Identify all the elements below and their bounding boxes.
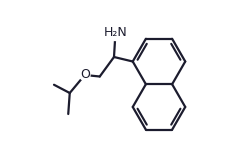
Text: H₂N: H₂N bbox=[104, 26, 127, 39]
Text: O: O bbox=[80, 69, 90, 81]
Circle shape bbox=[107, 24, 124, 40]
Circle shape bbox=[79, 70, 90, 80]
